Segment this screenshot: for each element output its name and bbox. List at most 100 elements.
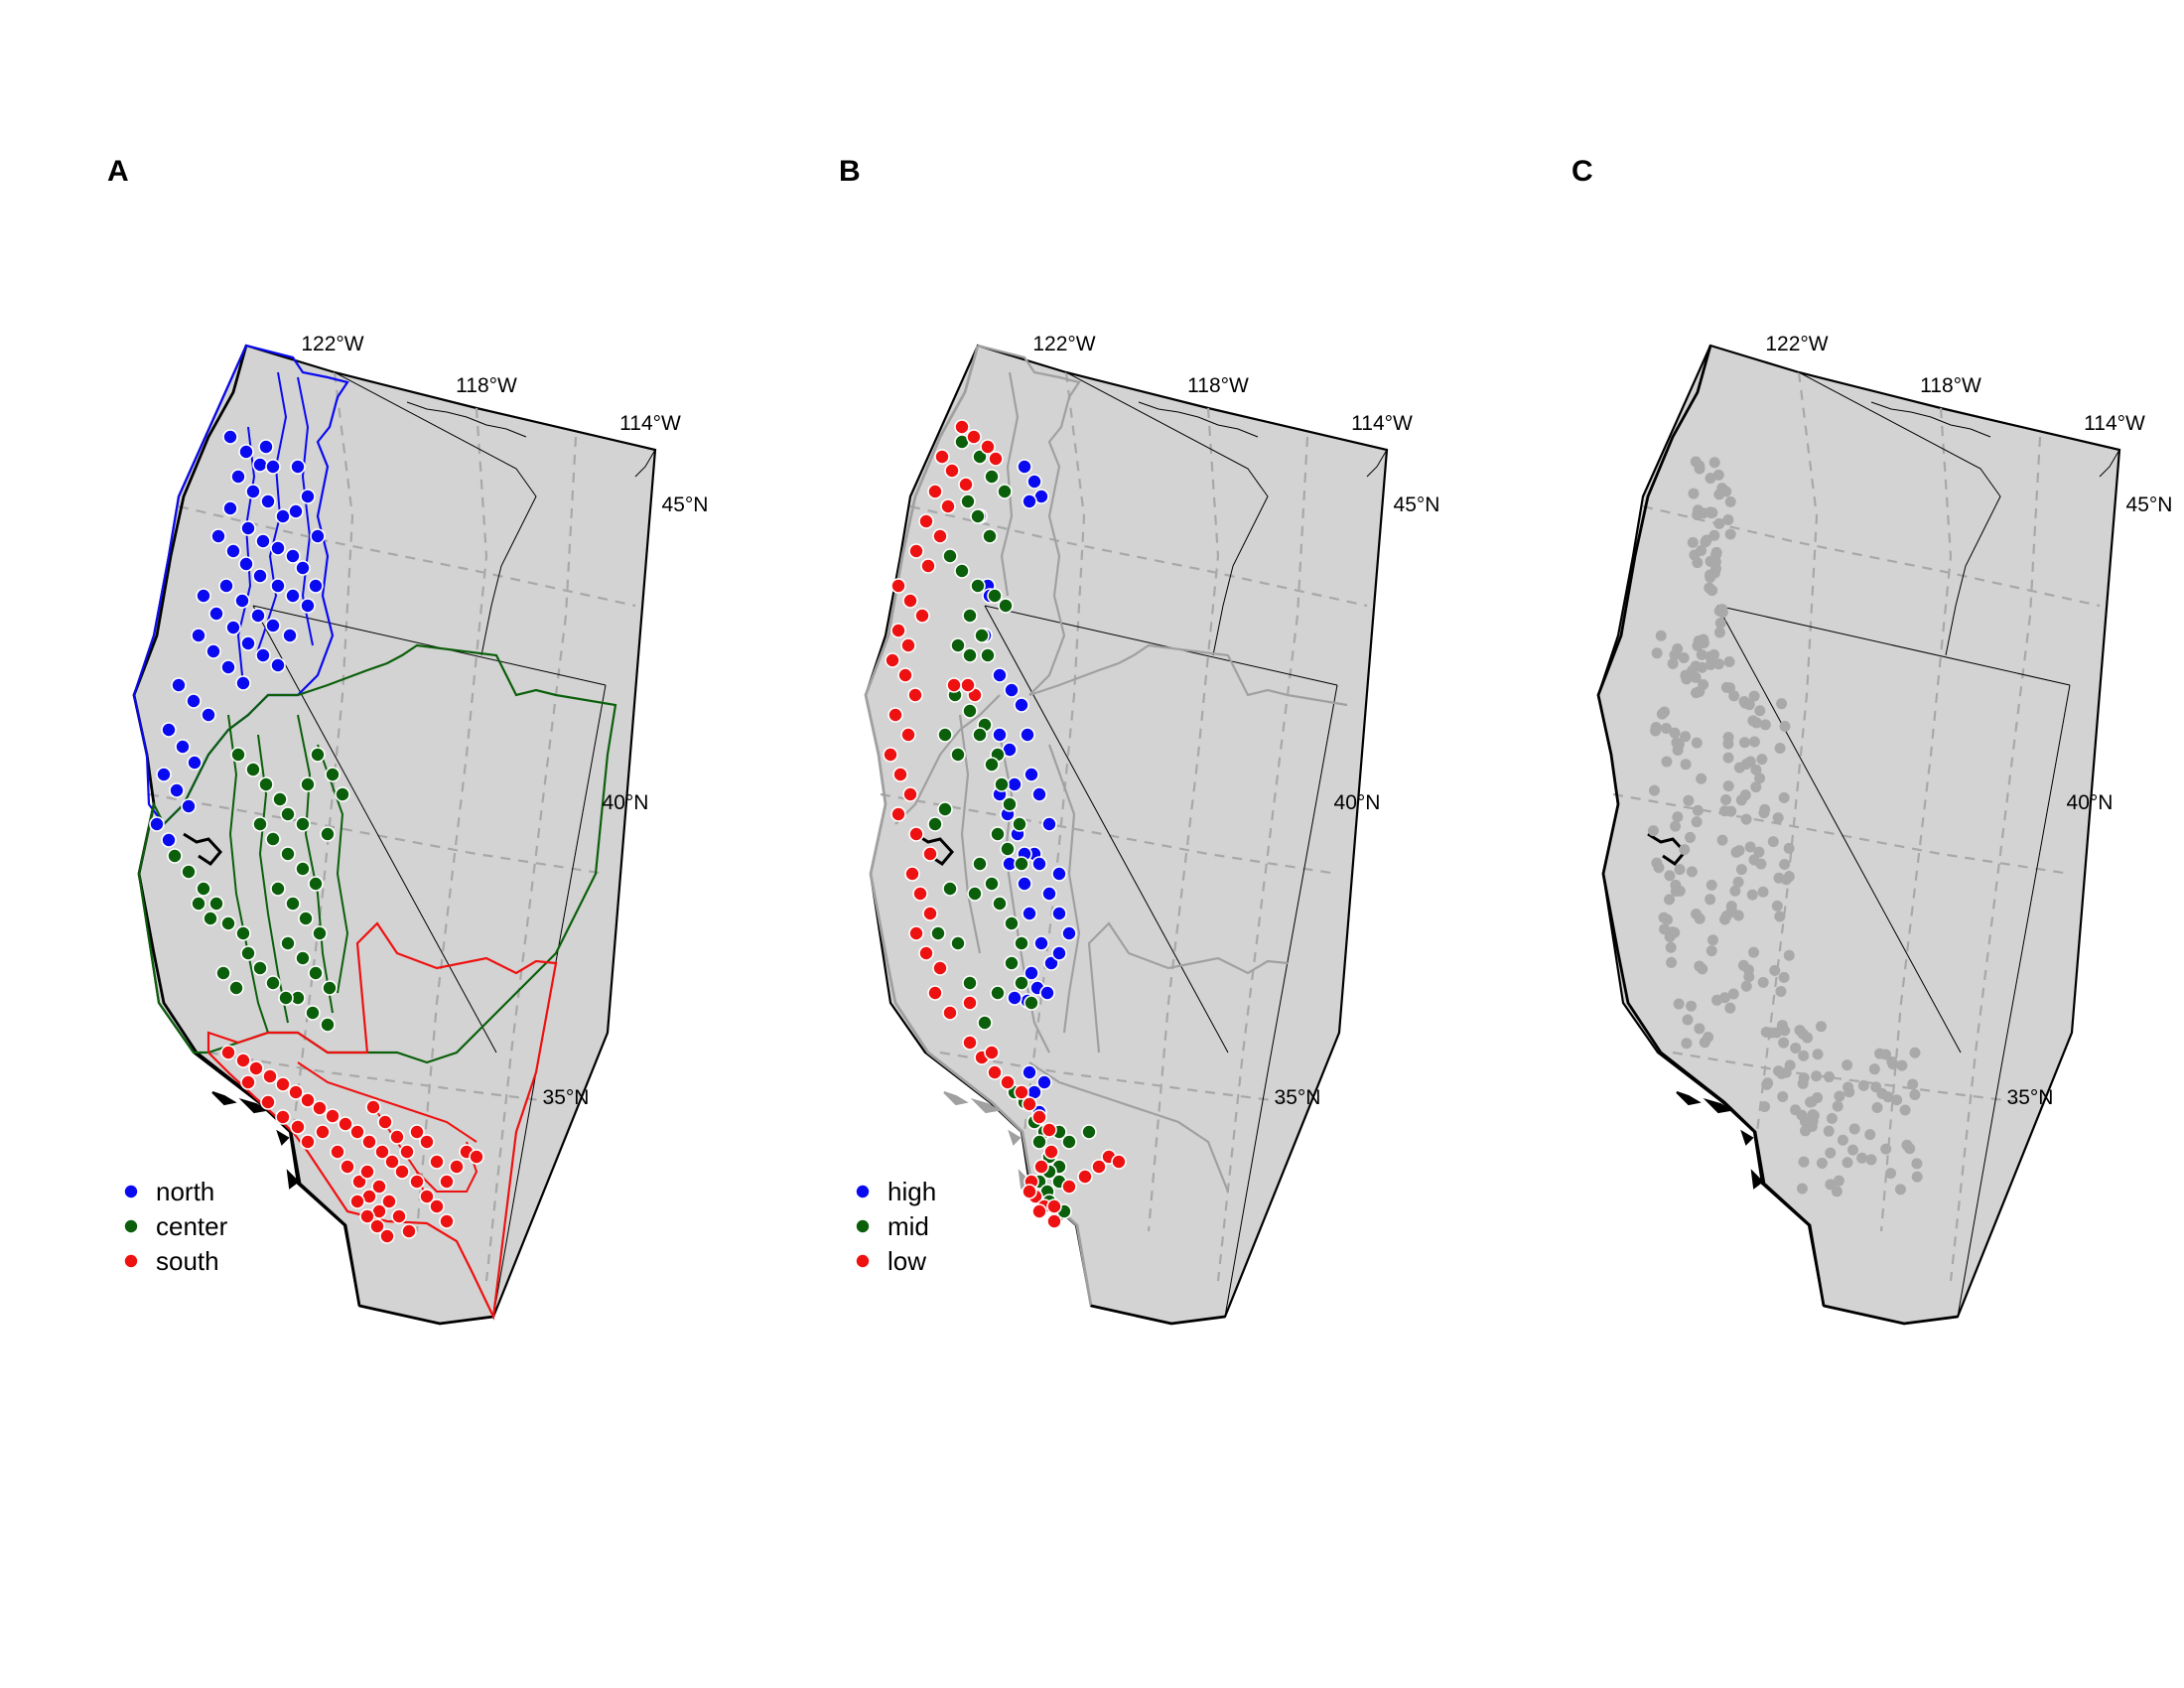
site-point [1714,617,1726,629]
longitude-gridline [1147,407,1220,1232]
site-point-north [235,675,251,691]
site-point [1756,754,1768,766]
site-point [1747,946,1759,958]
site-point [1754,705,1766,717]
site-point-low [922,906,938,921]
site-point [1825,1179,1837,1191]
site-point-south [235,1053,251,1068]
region-boundary [1087,921,1289,1054]
site-point-center [280,935,296,951]
site-point-mid [962,975,978,991]
state-boundary [984,605,1229,1054]
site-point [1779,859,1791,871]
legend-label-mid: mid [887,1211,929,1241]
region-south-subboundary [297,1061,478,1143]
site-point-center [245,762,261,777]
site-point [1680,759,1692,771]
site-point [1700,536,1711,548]
region-north-outline [132,344,349,826]
site-point [1705,473,1716,485]
latitude-label: 40°N [2067,791,2114,814]
island [1703,1097,1733,1114]
map-land [1596,344,2121,1326]
site-point-center [191,896,206,912]
site-point [1672,744,1684,756]
site-point [1815,1021,1827,1033]
legend-marker-north [123,1184,139,1199]
site-point-low [944,463,960,479]
region-center-subboundary [227,714,269,1034]
site-point-south [300,1092,316,1108]
site-point [1686,866,1698,878]
state-boundary [1716,605,2071,686]
site-point [1825,1147,1837,1159]
site-point [1772,812,1784,824]
site-point [1823,1125,1835,1137]
latitude-gridline [1672,1051,2021,1104]
state-boundary [1224,1071,1269,1318]
site-point [1696,773,1707,784]
site-point [1755,858,1767,870]
site-point [1776,698,1788,710]
island [238,1097,269,1114]
site-point [1831,1186,1843,1197]
site-point-low [1111,1154,1127,1170]
site-point-low [987,1064,1003,1080]
site-point-low [918,513,934,529]
site-point-center [220,915,236,931]
site-point-mid [950,935,966,951]
site-point [1722,731,1734,743]
site-point-north [288,503,304,519]
site-point [1716,604,1728,616]
site-point [1692,639,1704,651]
longitude-label: 118°W [1920,374,1981,397]
bay [914,832,954,866]
site-point [1894,1184,1906,1196]
site-point [1706,507,1717,519]
longitude-label: 122°W [301,333,363,355]
site-point [1719,914,1731,925]
site-point [1911,1171,1923,1183]
legend-marker-mid [855,1218,871,1234]
site-point [1739,789,1751,801]
site-point [1871,1101,1883,1113]
site-point-high [1043,955,1059,971]
site-point-mid [1031,1134,1047,1150]
site-point-north [187,755,203,771]
site-point [1706,934,1718,946]
latitude-label: 45°N [662,493,709,516]
site-point [1672,811,1684,823]
site-point-south [384,1154,400,1170]
site-point-north [210,528,226,544]
site-point-low [954,419,970,435]
panel-letter: C [1571,155,1593,188]
site-point [1647,825,1659,837]
site-point [1683,794,1695,806]
site-point-center [285,896,301,912]
site-point-center [252,960,268,976]
site-point [1748,736,1760,748]
longitude-gridline [1216,436,1309,1282]
site-point-mid [970,508,986,524]
site-point-north [222,429,238,445]
site-point [1722,780,1734,792]
site-point-center [228,980,244,996]
site-point-low [927,985,943,1001]
state-boundary [252,605,607,686]
site-point-mid [942,881,958,897]
site-point-south [391,1208,407,1224]
site-point-low [1046,1198,1062,1214]
site-point [1887,1058,1899,1070]
site-point [1686,1000,1698,1012]
site-point-high [1004,682,1020,698]
site-point-center [280,846,296,862]
site-point-south [275,1109,291,1125]
site-point [1698,679,1709,691]
site-point-low [962,1035,978,1051]
site-point [1811,1070,1823,1082]
site-point-south [330,1144,345,1160]
site-point-north [208,606,224,622]
site-point-south [275,1076,291,1092]
site-point-mid [1024,995,1039,1011]
site-point-center [230,747,246,763]
